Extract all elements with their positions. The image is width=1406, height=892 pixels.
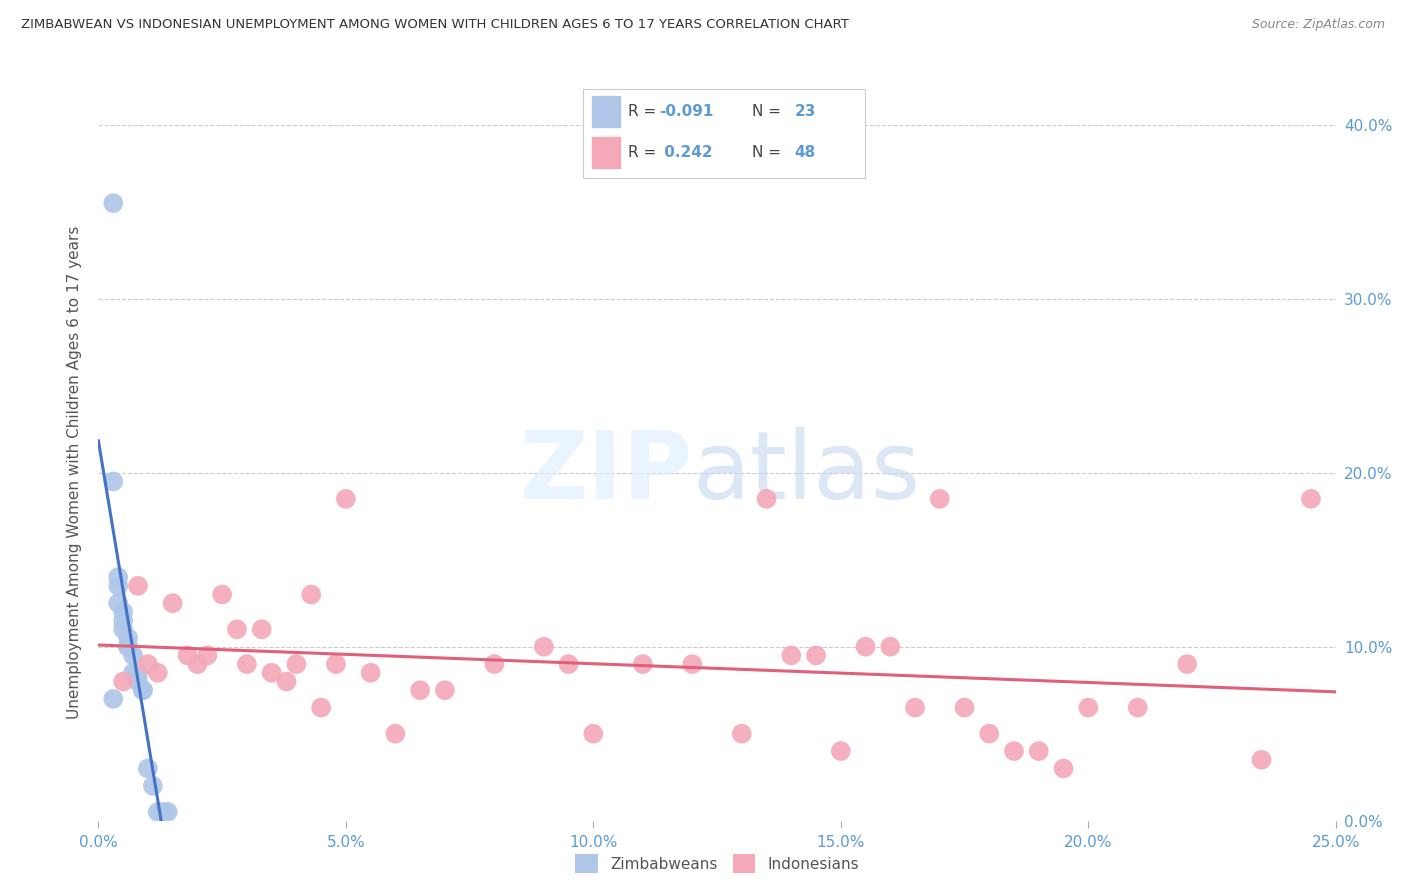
- Bar: [592, 137, 620, 168]
- Point: [276, 674, 298, 689]
- Point: [250, 623, 273, 637]
- Point: [132, 683, 155, 698]
- Text: ZIMBABWEAN VS INDONESIAN UNEMPLOYMENT AMONG WOMEN WITH CHILDREN AGES 6 TO 17 YEA: ZIMBABWEAN VS INDONESIAN UNEMPLOYMENT AM…: [21, 18, 849, 31]
- Text: 48: 48: [794, 145, 815, 160]
- Point: [211, 587, 233, 601]
- Point: [484, 657, 506, 671]
- Point: [830, 744, 852, 758]
- Point: [122, 665, 145, 680]
- Point: [103, 196, 125, 211]
- Point: [928, 491, 950, 506]
- Point: [107, 579, 129, 593]
- Point: [142, 779, 165, 793]
- Point: [127, 579, 149, 593]
- Point: [103, 475, 125, 489]
- Point: [1126, 700, 1149, 714]
- Point: [1028, 744, 1050, 758]
- Point: [107, 570, 129, 584]
- Point: [117, 631, 139, 645]
- Point: [855, 640, 877, 654]
- Point: [681, 657, 703, 671]
- Text: ZIP: ZIP: [519, 426, 692, 519]
- Point: [953, 700, 976, 714]
- Text: R =: R =: [628, 104, 662, 119]
- Point: [112, 674, 135, 689]
- Legend: Zimbabweans, Indonesians: Zimbabweans, Indonesians: [568, 848, 866, 880]
- Point: [146, 805, 169, 819]
- Point: [335, 491, 357, 506]
- Point: [1250, 753, 1272, 767]
- Point: [127, 665, 149, 680]
- Point: [433, 683, 456, 698]
- Point: [1077, 700, 1099, 714]
- Point: [152, 805, 174, 819]
- Text: -0.091: -0.091: [659, 104, 714, 119]
- Text: 23: 23: [794, 104, 815, 119]
- Point: [162, 596, 184, 610]
- Point: [804, 648, 827, 663]
- Text: atlas: atlas: [692, 426, 921, 519]
- Text: Source: ZipAtlas.com: Source: ZipAtlas.com: [1251, 18, 1385, 31]
- Point: [1002, 744, 1025, 758]
- Point: [156, 805, 179, 819]
- Y-axis label: Unemployment Among Women with Children Ages 6 to 17 years: Unemployment Among Women with Children A…: [67, 226, 83, 720]
- Point: [136, 761, 159, 775]
- Point: [1175, 657, 1198, 671]
- Point: [755, 491, 778, 506]
- Point: [132, 683, 155, 698]
- Point: [136, 657, 159, 671]
- Point: [325, 657, 347, 671]
- Point: [879, 640, 901, 654]
- Point: [146, 665, 169, 680]
- Point: [309, 700, 332, 714]
- Point: [117, 640, 139, 654]
- Point: [533, 640, 555, 654]
- Point: [1299, 491, 1322, 506]
- Point: [260, 665, 283, 680]
- Text: N =: N =: [752, 145, 786, 160]
- Point: [1052, 761, 1074, 775]
- Point: [107, 596, 129, 610]
- Point: [731, 726, 754, 740]
- Text: 0.242: 0.242: [659, 145, 713, 160]
- Point: [780, 648, 803, 663]
- Point: [409, 683, 432, 698]
- Point: [557, 657, 579, 671]
- Point: [112, 605, 135, 619]
- Point: [186, 657, 208, 671]
- Point: [176, 648, 198, 663]
- Point: [127, 674, 149, 689]
- Point: [103, 692, 125, 706]
- Point: [112, 623, 135, 637]
- Point: [384, 726, 406, 740]
- Point: [904, 700, 927, 714]
- Point: [360, 665, 382, 680]
- Text: R =: R =: [628, 145, 662, 160]
- Point: [285, 657, 308, 671]
- Point: [631, 657, 654, 671]
- Text: N =: N =: [752, 104, 786, 119]
- Point: [236, 657, 259, 671]
- Point: [195, 648, 218, 663]
- Point: [122, 648, 145, 663]
- Bar: [592, 96, 620, 127]
- Point: [226, 623, 249, 637]
- Point: [979, 726, 1001, 740]
- Point: [117, 640, 139, 654]
- Point: [299, 587, 322, 601]
- Point: [582, 726, 605, 740]
- Point: [112, 614, 135, 628]
